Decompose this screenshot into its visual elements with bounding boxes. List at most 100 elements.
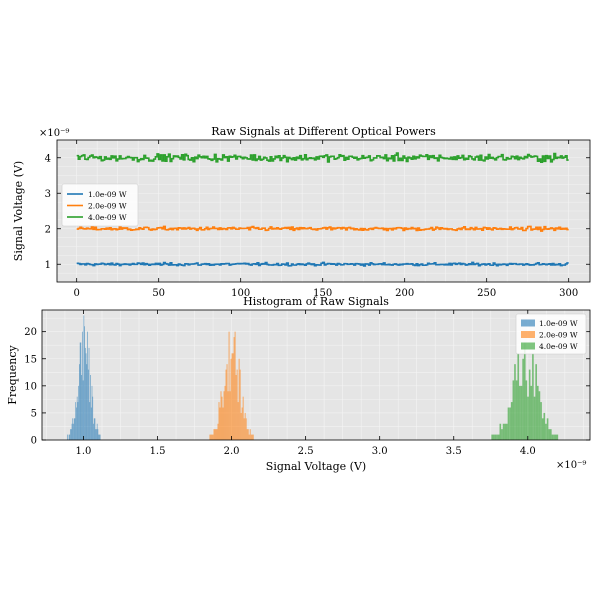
bottom-x-tick-label: 1.0 (76, 446, 92, 457)
hist-bar-1 (99, 434, 101, 440)
bottom-legend: 1.0e-09 W 2.0e-09 W 4.0e-09 W (515, 313, 587, 355)
hist-bar-1 (93, 418, 95, 440)
hist-bar-3 (536, 385, 539, 440)
hist-bar-1 (92, 396, 94, 440)
hist-bar-2 (222, 407, 224, 440)
hist-bar-2 (252, 434, 254, 440)
hist-bar-1 (68, 434, 70, 440)
hist-bar-2 (225, 369, 227, 440)
top-x-tick-label: 0 (73, 288, 79, 299)
bottom-y-axis-label: Frequency (6, 344, 19, 404)
hist-bar-1 (85, 353, 87, 440)
top-legend-label: 1.0e-09 W (88, 190, 127, 199)
hist-bar-2 (240, 412, 242, 440)
hist-bar-1 (90, 375, 91, 440)
bottom-x-tick-label: 2.5 (298, 446, 314, 457)
hist-bar-3 (502, 423, 505, 440)
hist-bar-2 (251, 434, 253, 440)
hist-bar-1 (87, 369, 89, 440)
hist-bar-1 (81, 375, 82, 440)
top-y-tick-label: 3 (45, 189, 51, 200)
hist-bar-2 (219, 407, 221, 440)
hist-bar-3 (494, 434, 497, 440)
hist-bar-3 (554, 434, 557, 440)
series-line-1 (76, 261, 569, 267)
bottom-y-tick-label: 5 (31, 408, 37, 419)
bottom-chart: 1.0 1.5 2.0 2.5 3.0 3.5 4.0 0 5 10 15 20 ×10⁻⁹ Histog… (6, 295, 591, 473)
hist-bar-1 (71, 423, 73, 440)
hist-bar-3 (492, 434, 495, 440)
hist-bar-1 (84, 347, 86, 440)
hist-bar-1 (81, 331, 83, 440)
bottom-legend-swatch (521, 331, 535, 338)
hist-bar-3 (499, 423, 502, 440)
top-x-tick-label: 100 (231, 288, 250, 299)
hist-bar-1 (80, 342, 82, 440)
hist-bar-3 (504, 423, 507, 440)
hist-bar-1 (88, 347, 90, 440)
bottom-legend-label: 1.0e-09 W (539, 319, 578, 328)
hist-bar-2 (241, 407, 243, 440)
hist-bar-3 (532, 353, 534, 440)
hist-bar-3 (512, 380, 515, 440)
hist-bar-3 (491, 434, 493, 440)
top-x-tick-label: 50 (152, 288, 165, 299)
hist-bar-3 (553, 434, 555, 440)
hist-bar-3 (522, 358, 524, 440)
hist-bar-2 (242, 396, 244, 440)
bottom-x-tick-label: 1.5 (150, 446, 166, 457)
bottom-legend-swatch (521, 319, 535, 327)
hist-bar-2 (220, 391, 222, 440)
hist-bar-3 (527, 396, 529, 440)
top-x-tick-label: 150 (313, 288, 332, 299)
hist-bar-2 (243, 418, 245, 440)
hist-bar-3 (517, 353, 520, 440)
hist-bar-3 (497, 434, 500, 440)
hist-bar-3 (533, 396, 536, 440)
top-y-tick-label: 4 (45, 153, 51, 164)
bottom-chart-title: Histogram of Raw Signals (243, 295, 389, 308)
hist-bar-1 (89, 402, 91, 440)
bottom-y-tick-label: 0 (31, 436, 37, 447)
hist-bar-1 (94, 418, 96, 440)
hist-bar-3 (550, 429, 552, 440)
hist-bar-2 (231, 353, 233, 440)
hist-bar-3 (507, 407, 510, 440)
hist-bar-3 (515, 380, 518, 440)
hist-bar-1 (90, 407, 92, 440)
hist-bar-3 (501, 429, 503, 440)
hist-bar-1 (95, 429, 97, 440)
hist-bar-3 (556, 434, 559, 440)
hist-bar-3 (548, 429, 551, 440)
hist-bar-2 (227, 391, 229, 440)
hist-bar-1 (75, 402, 77, 440)
hist-bar-3 (519, 385, 521, 440)
top-legend: 1.0e-09 W 2.0e-09 W 4.0e-09 W (61, 183, 139, 227)
hist-bar-1 (76, 407, 77, 440)
hist-bar-1 (87, 331, 88, 440)
hist-bar-2 (209, 434, 211, 440)
hist-bar-1 (83, 315, 85, 440)
hist-bar-3 (496, 434, 498, 440)
hist-bar-2 (217, 423, 219, 440)
hist-bar-1 (77, 402, 79, 440)
series-line-3 (76, 152, 569, 163)
bottom-x-tick-label: 2.0 (224, 446, 240, 457)
hist-bar-2 (215, 429, 217, 440)
hist-bar-2 (211, 434, 213, 440)
hist-bar-3 (510, 402, 513, 440)
bottom-x-tick-label: 3.0 (372, 446, 388, 457)
hist-bar-3 (541, 418, 544, 440)
hist-bar-3 (509, 407, 511, 440)
hist-bar-2 (236, 369, 238, 440)
top-chart: 0 50 100 150 200 250 300 1 2 3 4 ×10⁻⁹ Raw Signals a… (12, 125, 591, 299)
bottom-y-tick-label: 15 (24, 354, 37, 365)
hist-bar-1 (67, 434, 68, 440)
hist-bar-1 (70, 429, 72, 440)
bottom-axes-frame (41, 309, 591, 441)
hist-bar-3 (546, 418, 549, 440)
hist-bar-2 (221, 396, 223, 440)
hist-bar-2 (228, 331, 230, 440)
hist-bar-3 (525, 380, 528, 440)
top-y-tick-label: 1 (45, 260, 51, 271)
